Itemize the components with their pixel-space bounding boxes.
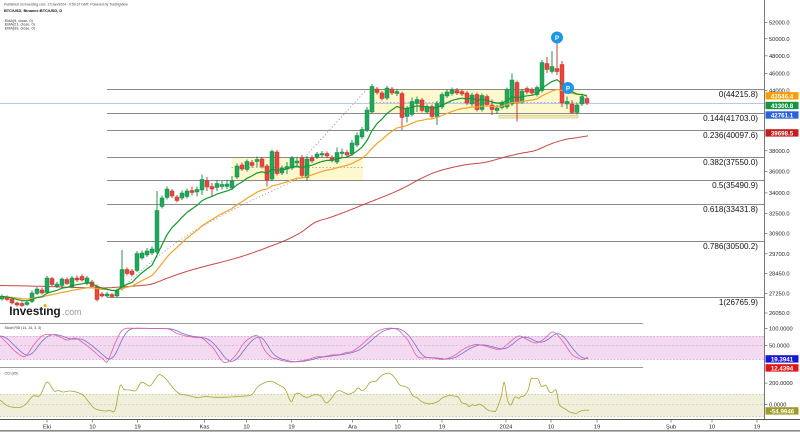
svg-text:BTC/USD, Binance:BTC/USD, D: BTC/USD, Binance:BTC/USD, D (4, 8, 62, 13)
svg-text:28450.0: 28450.0 (769, 272, 790, 278)
svg-text:EMA(9, close, 0): EMA(9, close, 0) (5, 19, 34, 23)
svg-text:Investıng: Investıng (9, 304, 60, 318)
svg-text:10: 10 (709, 424, 715, 430)
svg-text:Kas: Kas (200, 424, 210, 430)
svg-text:Published on Investing.com, 17: Published on Investing.com, 17/Jan/2024 … (4, 3, 128, 7)
svg-text:19: 19 (439, 424, 445, 430)
svg-text:42761.1: 42761.1 (771, 113, 794, 120)
svg-text:12.4394: 12.4394 (771, 365, 794, 372)
svg-text:0(44215.8): 0(44215.8) (719, 90, 758, 99)
svg-text:30900.0: 30900.0 (769, 232, 790, 238)
svg-text:10: 10 (243, 424, 249, 430)
svg-text:43300.8: 43300.8 (771, 103, 794, 110)
svg-text:29700.0: 29700.0 (769, 252, 790, 258)
svg-text:50.0000: 50.0000 (769, 344, 790, 350)
svg-text:19.3941: 19.3941 (771, 356, 794, 363)
svg-text:P: P (555, 35, 559, 42)
svg-text:CCI (20): CCI (20) (5, 372, 18, 376)
svg-text:Stoch RSI (14, 14, 3, 3): Stoch RSI (14, 14, 3, 3) (5, 326, 42, 330)
svg-text:0.5(35490.9): 0.5(35490.9) (712, 181, 758, 190)
svg-text:36000.0: 36000.0 (769, 170, 790, 176)
svg-text:P: P (566, 85, 570, 92)
svg-text:0.236(40097.6): 0.236(40097.6) (703, 131, 758, 140)
svg-text:32500.0: 32500.0 (769, 212, 790, 218)
svg-text:0.144(41703.0): 0.144(41703.0) (703, 114, 758, 123)
svg-text:1(26765.9): 1(26765.9) (719, 298, 758, 307)
svg-text:0.382(37550.0): 0.382(37550.0) (703, 158, 758, 167)
svg-text:44000.0: 44000.0 (769, 89, 790, 95)
svg-text:0.618(33431.8): 0.618(33431.8) (703, 205, 758, 214)
svg-text:19: 19 (288, 424, 294, 430)
svg-text:34000.0: 34000.0 (769, 191, 790, 197)
svg-text:0.786(30500.2): 0.786(30500.2) (703, 242, 758, 251)
svg-text:39698.5: 39698.5 (771, 130, 794, 137)
svg-text:Şub: Şub (666, 424, 676, 430)
svg-text:0.0000: 0.0000 (769, 403, 786, 409)
svg-text:.com: .com (62, 307, 81, 317)
svg-text:19: 19 (594, 424, 600, 430)
svg-text:48000.0: 48000.0 (769, 54, 790, 60)
svg-text:27250.0: 27250.0 (769, 292, 790, 298)
svg-text:2024: 2024 (500, 424, 513, 430)
svg-text:200.0000: 200.0000 (769, 381, 793, 387)
svg-text:10: 10 (89, 424, 95, 430)
svg-text:52000.0: 52000.0 (769, 21, 790, 27)
svg-text:10: 10 (394, 424, 400, 430)
svg-text:100.0000: 100.0000 (769, 327, 793, 333)
svg-text:19: 19 (754, 424, 760, 430)
svg-text:Eki: Eki (43, 424, 51, 430)
svg-text:-54.9946: -54.9946 (770, 408, 795, 415)
svg-text:10: 10 (548, 424, 554, 430)
svg-text:43546.4: 43546.4 (771, 93, 794, 100)
svg-text:46000.0: 46000.0 (769, 72, 790, 78)
svg-text:Ara: Ara (348, 424, 358, 430)
svg-text:26050.0: 26050.0 (769, 311, 790, 317)
svg-text:19: 19 (134, 424, 140, 430)
svg-text:EMA(21, close, 0): EMA(21, close, 0) (5, 23, 36, 27)
svg-text:38000.0: 38000.0 (769, 149, 790, 155)
svg-text:50000.0: 50000.0 (769, 37, 790, 43)
svg-text:EMA(99, close, 0): EMA(99, close, 0) (5, 26, 36, 30)
